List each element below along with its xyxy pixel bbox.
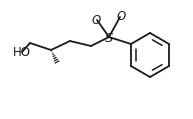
Text: O: O bbox=[91, 13, 101, 27]
Text: S: S bbox=[105, 32, 113, 45]
Text: O: O bbox=[116, 10, 126, 23]
Text: HO: HO bbox=[13, 45, 31, 59]
